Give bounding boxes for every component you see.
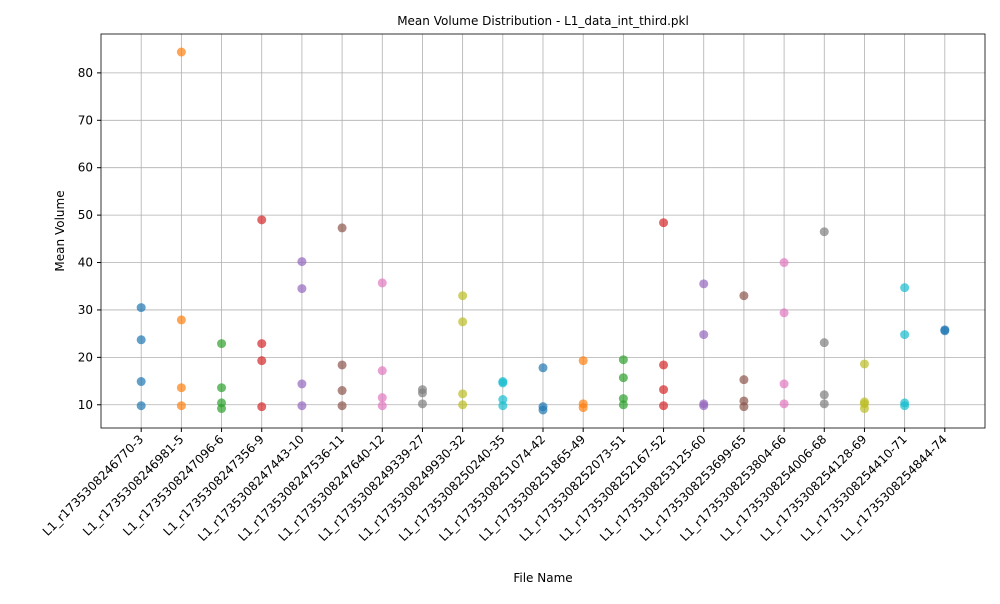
- point: [217, 339, 227, 349]
- point: [618, 373, 628, 383]
- point: [659, 385, 669, 395]
- point: [176, 401, 186, 411]
- point: [297, 257, 307, 267]
- point: [739, 291, 749, 301]
- point: [217, 404, 227, 414]
- chart-title: Mean Volume Distribution - L1_data_int_t…: [397, 14, 689, 28]
- y-tick-label: 80: [78, 66, 93, 80]
- point: [779, 258, 789, 268]
- point: [257, 215, 267, 225]
- y-tick-label: 60: [78, 161, 93, 175]
- point: [337, 386, 347, 396]
- point: [257, 402, 267, 412]
- point: [458, 400, 468, 410]
- point: [699, 330, 709, 340]
- point: [377, 278, 387, 288]
- point: [297, 379, 307, 389]
- point: [337, 401, 347, 411]
- point: [699, 401, 709, 411]
- point: [136, 303, 146, 313]
- point: [659, 401, 669, 411]
- point: [176, 315, 186, 325]
- point: [417, 388, 427, 398]
- y-tick-label: 50: [78, 208, 93, 222]
- point: [458, 291, 468, 301]
- y-tick-label: 40: [78, 256, 93, 270]
- point: [659, 218, 669, 228]
- point: [377, 401, 387, 411]
- point: [819, 399, 829, 409]
- y-tick-label: 20: [78, 350, 93, 364]
- point: [618, 400, 628, 410]
- point: [458, 317, 468, 327]
- point: [538, 363, 548, 373]
- point: [257, 356, 267, 366]
- point: [859, 404, 869, 414]
- point: [136, 401, 146, 411]
- y-tick-label: 10: [78, 398, 93, 412]
- point: [417, 399, 427, 409]
- plot-frame: [100, 33, 986, 429]
- point: [618, 355, 628, 365]
- point: [538, 405, 548, 415]
- point: [176, 47, 186, 57]
- point: [819, 227, 829, 237]
- point: [779, 308, 789, 318]
- point: [377, 393, 387, 403]
- point: [578, 356, 588, 366]
- point: [900, 401, 910, 411]
- point: [900, 283, 910, 293]
- point: [578, 403, 588, 413]
- y-axis-label: Mean Volume: [53, 190, 67, 271]
- point: [498, 378, 508, 388]
- point: [819, 390, 829, 400]
- point: [699, 279, 709, 289]
- point: [819, 338, 829, 348]
- x-axis-label: File Name: [513, 571, 572, 585]
- point: [377, 366, 387, 376]
- point: [297, 284, 307, 294]
- point: [498, 401, 508, 411]
- point: [217, 383, 227, 393]
- point: [136, 335, 146, 345]
- point: [458, 389, 468, 399]
- point: [498, 395, 508, 405]
- point: [900, 330, 910, 340]
- point: [257, 339, 267, 349]
- point: [859, 359, 869, 369]
- point: [659, 360, 669, 370]
- point: [940, 326, 950, 336]
- y-tick-label: 70: [78, 113, 93, 127]
- point: [779, 399, 789, 409]
- point: [136, 377, 146, 387]
- point: [779, 379, 789, 389]
- point: [739, 375, 749, 385]
- point: [618, 394, 628, 404]
- y-tick-label: 30: [78, 303, 93, 317]
- point: [337, 223, 347, 233]
- point: [739, 402, 749, 412]
- point: [176, 383, 186, 393]
- point: [337, 360, 347, 370]
- point: [297, 401, 307, 411]
